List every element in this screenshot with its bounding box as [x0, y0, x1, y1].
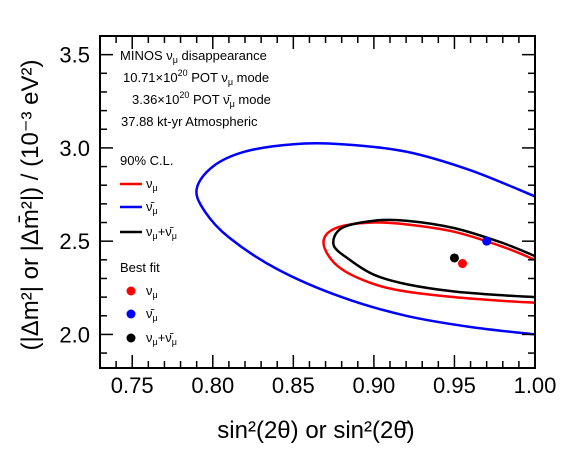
- legend-contours: 90% C.L. νμ ν̄μ νμ+ν̄μ: [120, 153, 177, 241]
- x-tick-label: 0.80: [191, 373, 234, 398]
- legend-label-nu: νμ: [146, 176, 158, 193]
- legend-bf-title: Best fit: [120, 260, 160, 275]
- x-tick-label: 0.85: [272, 373, 315, 398]
- legend-dot-combined: [126, 333, 136, 343]
- contours-layer: [195, 141, 535, 336]
- info-line-1: MINOS νμ disappearance: [120, 48, 267, 65]
- best-fit-point-combined: [449, 253, 459, 263]
- y-tick-label: 2.5: [59, 229, 90, 254]
- legend-label-nubar: ν̄μ: [146, 199, 158, 216]
- y-axis-title: (|Δm²| or |Δm̄²|) / (10⁻³ eV²): [17, 60, 44, 351]
- x-axis-title: sin²(2θ) or sin²(2θ̄): [217, 417, 414, 444]
- x-tick-label: 0.75: [111, 373, 154, 398]
- plot-frame: [99, 35, 536, 369]
- info-text-block: MINOS νμ disappearance 10.71×1020 POT νμ…: [120, 48, 271, 129]
- bestfit-layer: [449, 236, 492, 269]
- ticks-layer: 0.75 0.80 0.85 0.90 0.95 1.00 2.0 2.5 3.0 3.5: [59, 35, 557, 398]
- legend-bf-label-nu: νμ: [146, 283, 158, 300]
- legend-bf-label-combined: νμ+ν̄μ: [146, 330, 177, 347]
- legend-dot-nu: [126, 286, 136, 296]
- legend-dot-nubar: [126, 309, 136, 319]
- best-fit-point-nu: [458, 259, 467, 269]
- best-fit-point-nubar: [482, 236, 492, 246]
- legend-bestfit: Best fit νμ ν̄μ νμ+ν̄μ: [120, 260, 177, 347]
- contour-nubar: [195, 141, 535, 336]
- legend-label-combined: νμ+ν̄μ: [146, 224, 177, 241]
- x-tick-label: 0.95: [433, 373, 476, 398]
- info-line-2: 10.71×1020 POT νμ mode: [123, 68, 269, 87]
- x-tick-label: 1.00: [514, 373, 557, 398]
- contour-nu: [322, 221, 535, 304]
- y-tick-label: 2.0: [59, 322, 90, 347]
- info-line-4: 37.88 kt-yr Atmospheric: [121, 114, 258, 129]
- contour-combined: [332, 218, 535, 299]
- x-tick-label: 0.90: [352, 373, 395, 398]
- legend-bf-label-nubar: ν̄μ: [146, 306, 158, 323]
- y-tick-label: 3.5: [59, 43, 90, 68]
- legend-cl-title: 90% C.L.: [120, 153, 173, 168]
- info-line-3: 3.36×1020 POT ν̄μ mode: [132, 90, 271, 109]
- y-tick-label: 3.0: [59, 136, 90, 161]
